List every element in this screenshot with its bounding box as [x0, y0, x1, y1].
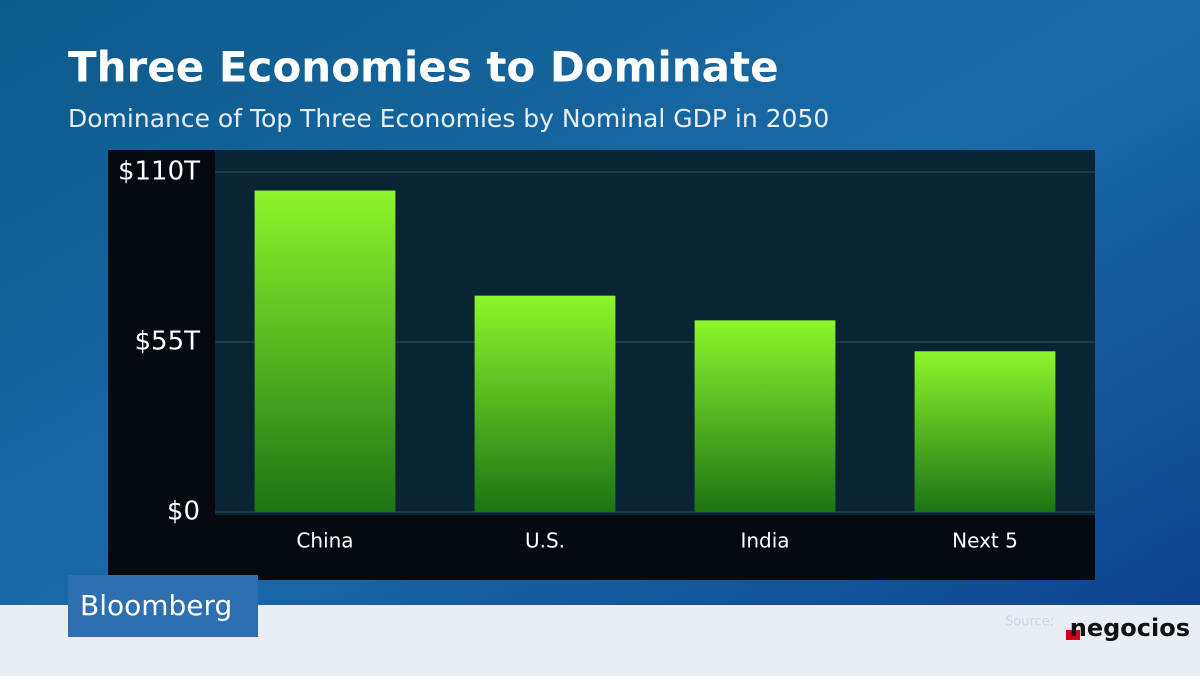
- source: Source:: [1005, 615, 1054, 630]
- bar: [474, 295, 616, 512]
- bar: [914, 351, 1056, 512]
- site-mark: [1066, 630, 1080, 640]
- title: Three Economies to Dominate: [68, 43, 779, 92]
- site-logo: negocios: [1070, 614, 1190, 642]
- subtitle: Dominance of Top Three Economies by Nomi…: [68, 104, 829, 133]
- x-tick-label: China: [296, 529, 353, 553]
- bar: [254, 190, 396, 512]
- network-logo: Bloomberg: [80, 589, 232, 622]
- x-tick-label: India: [740, 529, 789, 553]
- y-tick-label: $55T: [134, 327, 200, 357]
- network-box: [68, 575, 258, 637]
- y-tick-label: $110T: [118, 157, 200, 187]
- x-tick-label: U.S.: [525, 529, 565, 553]
- x-tick-label: Next 5: [952, 529, 1018, 553]
- y-tick-label: $0: [167, 497, 200, 527]
- bar: [694, 320, 836, 512]
